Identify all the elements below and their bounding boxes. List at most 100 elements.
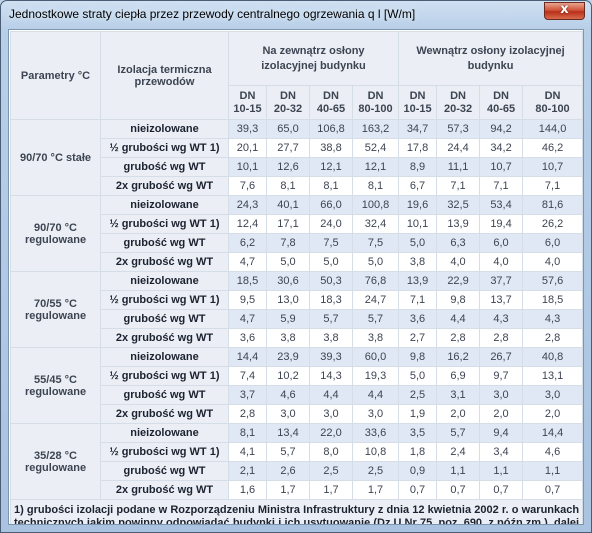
value-cell: 3,6: [398, 309, 438, 329]
value-cell: 1,7: [266, 480, 310, 500]
insulation-cell: grubość wg WT: [100, 157, 229, 177]
header-izolacja: Izolacja termiczna przewodów: [100, 31, 229, 120]
value-cell: 0,7: [479, 480, 524, 500]
insulation-cell: ½ grubości wg WT 1): [100, 138, 229, 158]
value-cell: 6,3: [436, 233, 481, 253]
value-cell: 12,6: [266, 157, 310, 177]
value-cell: 5,7: [309, 309, 353, 329]
value-cell: 40,8: [522, 347, 583, 367]
value-cell: 13,9: [436, 214, 481, 234]
param-cell: 55/45 °C regulowane: [10, 347, 101, 424]
value-cell: 39,3: [228, 119, 267, 139]
value-cell: 53,4: [479, 195, 524, 215]
value-cell: 2,1: [228, 461, 267, 481]
value-cell: 2,7: [398, 328, 438, 348]
value-cell: 8,1: [351, 176, 400, 196]
insulation-cell: grubość wg WT: [100, 233, 229, 253]
insulation-cell: nieizolowane: [100, 347, 229, 367]
value-cell: 4,7: [228, 252, 267, 272]
value-cell: 38,8: [309, 138, 353, 158]
value-cell: 10,2: [266, 366, 310, 386]
value-cell: 13,7: [479, 290, 524, 310]
value-cell: 2,8: [436, 328, 481, 348]
insulation-cell: grubość wg WT: [100, 309, 229, 329]
value-cell: 76,8: [351, 271, 400, 291]
value-cell: 17,8: [398, 138, 438, 158]
dn-label: DN: [493, 89, 509, 102]
value-cell: 2,8: [522, 328, 583, 348]
value-cell: 94,2: [479, 119, 524, 139]
table-row: 2x grubość wg WT 4,7 5,0 5,0 5,0 3,8 4,0 4,0 4,0: [11, 252, 583, 272]
value-cell: 30,6: [266, 271, 310, 291]
value-cell: 8,0: [309, 442, 353, 462]
value-cell: 34,2: [479, 138, 524, 158]
value-cell: 4,6: [266, 385, 310, 405]
value-cell: 33,6: [351, 423, 400, 443]
value-cell: 5,0: [351, 252, 400, 272]
title-bar[interactable]: Jednostkowe straty ciepła przez przewody…: [1, 1, 591, 28]
close-button[interactable]: x: [544, 2, 585, 20]
value-cell: 3,6: [228, 328, 267, 348]
insulation-cell: 2x grubość wg WT: [100, 176, 229, 196]
header-outside-group: Na zewnątrz osłony izolacyjnej budynku: [227, 31, 400, 86]
param-cell: 90/70 °C stałe: [10, 119, 101, 196]
header-dn-1: DN 20-32: [266, 85, 310, 120]
table-row: ½ grubości wg WT 1) 9,5 13,0 18,3 24,7 7,1 9,8…: [11, 290, 583, 310]
value-cell: 24,4: [436, 138, 481, 158]
insulation-cell: 2x grubość wg WT: [100, 328, 229, 348]
value-cell: 26,7: [479, 347, 524, 367]
value-cell: 13,1: [522, 366, 583, 386]
dn-label: DN: [280, 89, 296, 102]
value-cell: 2,5: [309, 461, 353, 481]
value-cell: 20,1: [228, 138, 267, 158]
dn-label: DN: [409, 89, 426, 102]
value-cell: 5,0: [398, 366, 438, 386]
header-parametry: Parametry °C: [10, 31, 101, 120]
value-cell: 4,4: [309, 385, 353, 405]
value-cell: 46,2: [522, 138, 583, 158]
value-cell: 1,6: [228, 480, 267, 500]
value-cell: 2,5: [351, 461, 400, 481]
value-cell: 7,1: [436, 176, 481, 196]
dn-label: DN: [450, 89, 466, 102]
dn-range: 10-15: [233, 102, 262, 115]
insulation-cell: nieizolowane: [100, 423, 229, 443]
dn-range: 20-32: [273, 102, 303, 115]
value-cell: 2,0: [479, 404, 524, 424]
value-cell: 57,6: [522, 271, 583, 291]
value-cell: 1,1: [436, 461, 481, 481]
table-row: 2x grubość wg WT 1,6 1,7 1,7 1,7 0,7 0,7 0,7 0,7: [11, 480, 583, 500]
table-row: ½ grubości wg WT 1) 4,1 5,7 8,0 10,8 1,8 2,4 3,…: [11, 442, 583, 462]
value-cell: 7,1: [479, 176, 524, 196]
value-cell: 17,1: [266, 214, 310, 234]
dn-range: 80-100: [358, 102, 393, 115]
value-cell: 1,1: [479, 461, 524, 481]
footnote: 1) grubości izolacji podane w Rozporządz…: [9, 499, 583, 524]
header-inside-group: Wewnątrz osłony izolacyjnej budynku: [398, 31, 583, 86]
close-icon: x: [560, 2, 569, 17]
value-cell: 14,4: [228, 347, 267, 367]
header-dn-6: DN 40-65: [479, 85, 524, 120]
table-row: 2x grubość wg WT 2,8 3,0 3,0 3,0 1,9 2,0 2,0 2,0: [11, 404, 583, 424]
value-cell: 65,0: [266, 119, 310, 139]
insulation-cell: nieizolowane: [100, 195, 229, 215]
value-cell: 3,8: [398, 252, 438, 272]
value-cell: 3,8: [266, 328, 310, 348]
value-cell: 12,1: [351, 157, 400, 177]
insulation-cell: 2x grubość wg WT: [100, 480, 229, 500]
value-cell: 6,0: [522, 233, 583, 253]
value-cell: 57,3: [436, 119, 481, 139]
value-cell: 81,6: [522, 195, 583, 215]
value-cell: 32,4: [351, 214, 400, 234]
value-cell: 6,2: [228, 233, 267, 253]
value-cell: 13,4: [266, 423, 310, 443]
value-cell: 2,6: [266, 461, 310, 481]
value-cell: 18,5: [522, 290, 583, 310]
value-cell: 4,0: [479, 252, 524, 272]
value-cell: 39,3: [309, 347, 353, 367]
dn-label: DN: [544, 89, 561, 102]
value-cell: 14,3: [309, 366, 353, 386]
value-cell: 9,7: [479, 366, 524, 386]
value-cell: 2,8: [479, 328, 524, 348]
value-cell: 3,0: [522, 385, 583, 405]
